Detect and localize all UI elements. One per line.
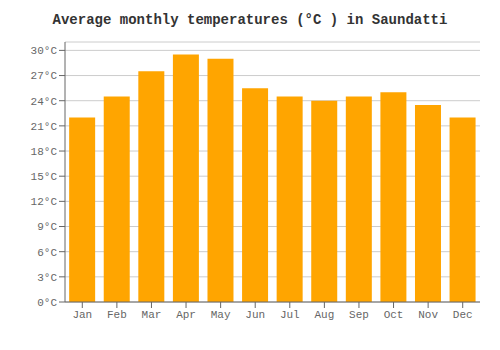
svg-text:Aug: Aug	[314, 309, 334, 321]
svg-text:12°C: 12°C	[31, 196, 58, 208]
svg-text:3°C: 3°C	[37, 272, 57, 284]
svg-text:30°C: 30°C	[31, 45, 58, 57]
svg-text:Jun: Jun	[245, 309, 265, 321]
svg-text:Oct: Oct	[384, 309, 404, 321]
svg-text:24°C: 24°C	[31, 96, 58, 108]
svg-text:9°C: 9°C	[37, 221, 57, 233]
svg-text:May: May	[211, 309, 231, 321]
svg-text:Sep: Sep	[349, 309, 369, 321]
html-text:Average monthly temperatures (: Average monthly temperatures (°C ) in Sa…	[52, 12, 448, 28]
svg-text:Jul: Jul	[280, 309, 300, 321]
svg-text:Apr: Apr	[176, 309, 196, 321]
svg-text:6°C: 6°C	[37, 247, 57, 259]
svg-text:0°C: 0°C	[37, 297, 57, 309]
svg-text:18°C: 18°C	[31, 146, 58, 158]
svg-text:Mar: Mar	[142, 309, 162, 321]
svg-text:Jan: Jan	[72, 309, 92, 321]
svg-text:21°C: 21°C	[31, 121, 58, 133]
svg-text:Nov: Nov	[418, 309, 438, 321]
svg-text:27°C: 27°C	[31, 70, 58, 82]
svg-text:Feb: Feb	[107, 309, 127, 321]
svg-text:15°C: 15°C	[31, 171, 58, 183]
svg-text:Dec: Dec	[453, 309, 473, 321]
